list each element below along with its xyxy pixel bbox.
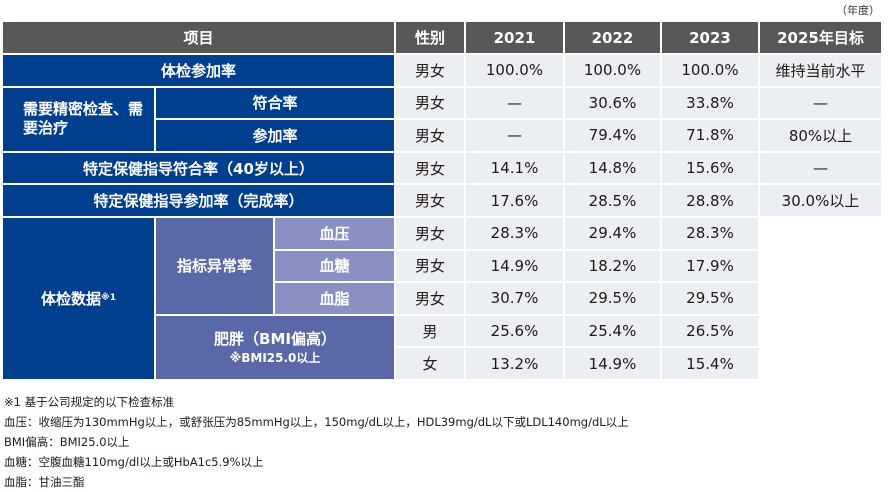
row-label-abnormal-rate: 指标异常率: [156, 217, 273, 314]
value-cell: 14.9%: [466, 250, 563, 282]
header-year: 2021: [466, 22, 563, 53]
value-cell: 28.3%: [466, 217, 563, 249]
value-cell: 33.8%: [662, 87, 758, 119]
gender-cell: 男女: [396, 250, 464, 282]
row-label-obesity: 肥胖（BMI偏高） ※BMI25.0以上: [156, 315, 394, 379]
value-cell: 18.2%: [565, 250, 660, 282]
exam-data-label: 体检数据: [40, 289, 101, 308]
value-cell: 17.6%: [466, 185, 563, 216]
value-cell: 17.9%: [662, 250, 758, 282]
value-cell: 71.8%: [662, 120, 758, 151]
gender-cell: 男女: [396, 217, 464, 249]
unit-label: （年度）: [836, 4, 880, 17]
target-cell: 80%以上: [760, 120, 881, 151]
health-data-table: 项目 性别 2021 2022 2023 2025年目标 体检参加率 需要精密检…: [3, 22, 881, 379]
target-cell: —: [760, 152, 881, 184]
header-target: 2025年目标: [760, 22, 881, 53]
value-cell: 100.0%: [565, 55, 660, 86]
gender-cell: 男: [396, 315, 464, 347]
value-cell: 100.0%: [662, 55, 758, 86]
target-cell: 30.0%以上: [760, 185, 881, 216]
gender-cell: 男女: [396, 152, 464, 184]
value-cell: 30.6%: [565, 87, 660, 119]
target-cell: —: [760, 87, 881, 119]
target-cell: 维持当前水平: [760, 55, 881, 86]
row-label-detailed-exam: 需要精密检查、需要治疗: [3, 87, 154, 151]
gender-cell: 男女: [396, 283, 464, 314]
footnote-line: 血脂：甘油三酯: [4, 475, 85, 489]
value-cell: 100.0%: [466, 55, 563, 86]
value-cell: —: [466, 120, 563, 151]
header-item: 项目: [3, 22, 394, 53]
value-cell: —: [466, 87, 563, 119]
header-gender: 性别: [396, 22, 464, 53]
value-cell: 14.8%: [565, 152, 660, 184]
value-cell: 25.6%: [466, 315, 563, 347]
row-label-exam-data: 体检数据 ※1: [3, 217, 154, 379]
footnote-line: BMI偏高：BMI25.0以上: [4, 435, 130, 449]
footnote-line: 血糖：空腹血糖110mg/dl以上或HbA1c5.9%以上: [4, 455, 264, 469]
value-cell: 28.8%: [662, 185, 758, 216]
header-year: 2022: [565, 22, 660, 53]
row-label-eligible-rate: 符合率: [156, 87, 394, 119]
obesity-note: ※BMI25.0以上: [229, 351, 321, 366]
row-label-guidance-participation: 特定保健指导参加率（完成率）: [3, 185, 394, 216]
header-year: 2023: [662, 22, 758, 53]
footnote-line: 血压：收缩压为130mmHg以上，或舒张压为85mmHg以上，150mg/dL以…: [4, 415, 629, 429]
value-cell: 14.1%: [466, 152, 563, 184]
row-label-blood-sugar: 血糖: [275, 250, 394, 282]
obesity-label: 肥胖（BMI偏高）: [214, 330, 336, 349]
gender-cell: 男女: [396, 55, 464, 86]
value-cell: 13.2%: [466, 348, 563, 379]
value-cell: 30.7%: [466, 283, 563, 314]
row-label-participation-rate: 参加率: [156, 120, 394, 151]
value-cell: 29.5%: [662, 283, 758, 314]
gender-cell: 男女: [396, 120, 464, 151]
footnote-ref: ※1: [101, 293, 117, 304]
row-label-blood-pressure: 血压: [275, 217, 394, 249]
gender-cell: 女: [396, 348, 464, 379]
value-cell: 28.3%: [662, 217, 758, 249]
value-cell: 14.9%: [565, 348, 660, 379]
row-label-blood-lipid: 血脂: [275, 283, 394, 314]
value-cell: 15.4%: [662, 348, 758, 379]
value-cell: 28.5%: [565, 185, 660, 216]
value-cell: 29.4%: [565, 217, 660, 249]
row-label-exam-rate: 体检参加率: [3, 55, 394, 86]
value-cell: 29.5%: [565, 283, 660, 314]
value-cell: 25.4%: [565, 315, 660, 347]
footnote-line: ※1 基于公司规定的以下检查标准: [4, 395, 175, 409]
value-cell: 79.4%: [565, 120, 660, 151]
row-label-guidance-eligible: 特定保健指导符合率（40岁以上）: [3, 152, 394, 184]
footnotes: ※1 基于公司规定的以下检查标准血压：收缩压为130mmHg以上，或舒张压为85…: [4, 392, 629, 492]
value-cell: 26.5%: [662, 315, 758, 347]
gender-cell: 男女: [396, 87, 464, 119]
value-cell: 15.6%: [662, 152, 758, 184]
gender-cell: 男女: [396, 185, 464, 216]
